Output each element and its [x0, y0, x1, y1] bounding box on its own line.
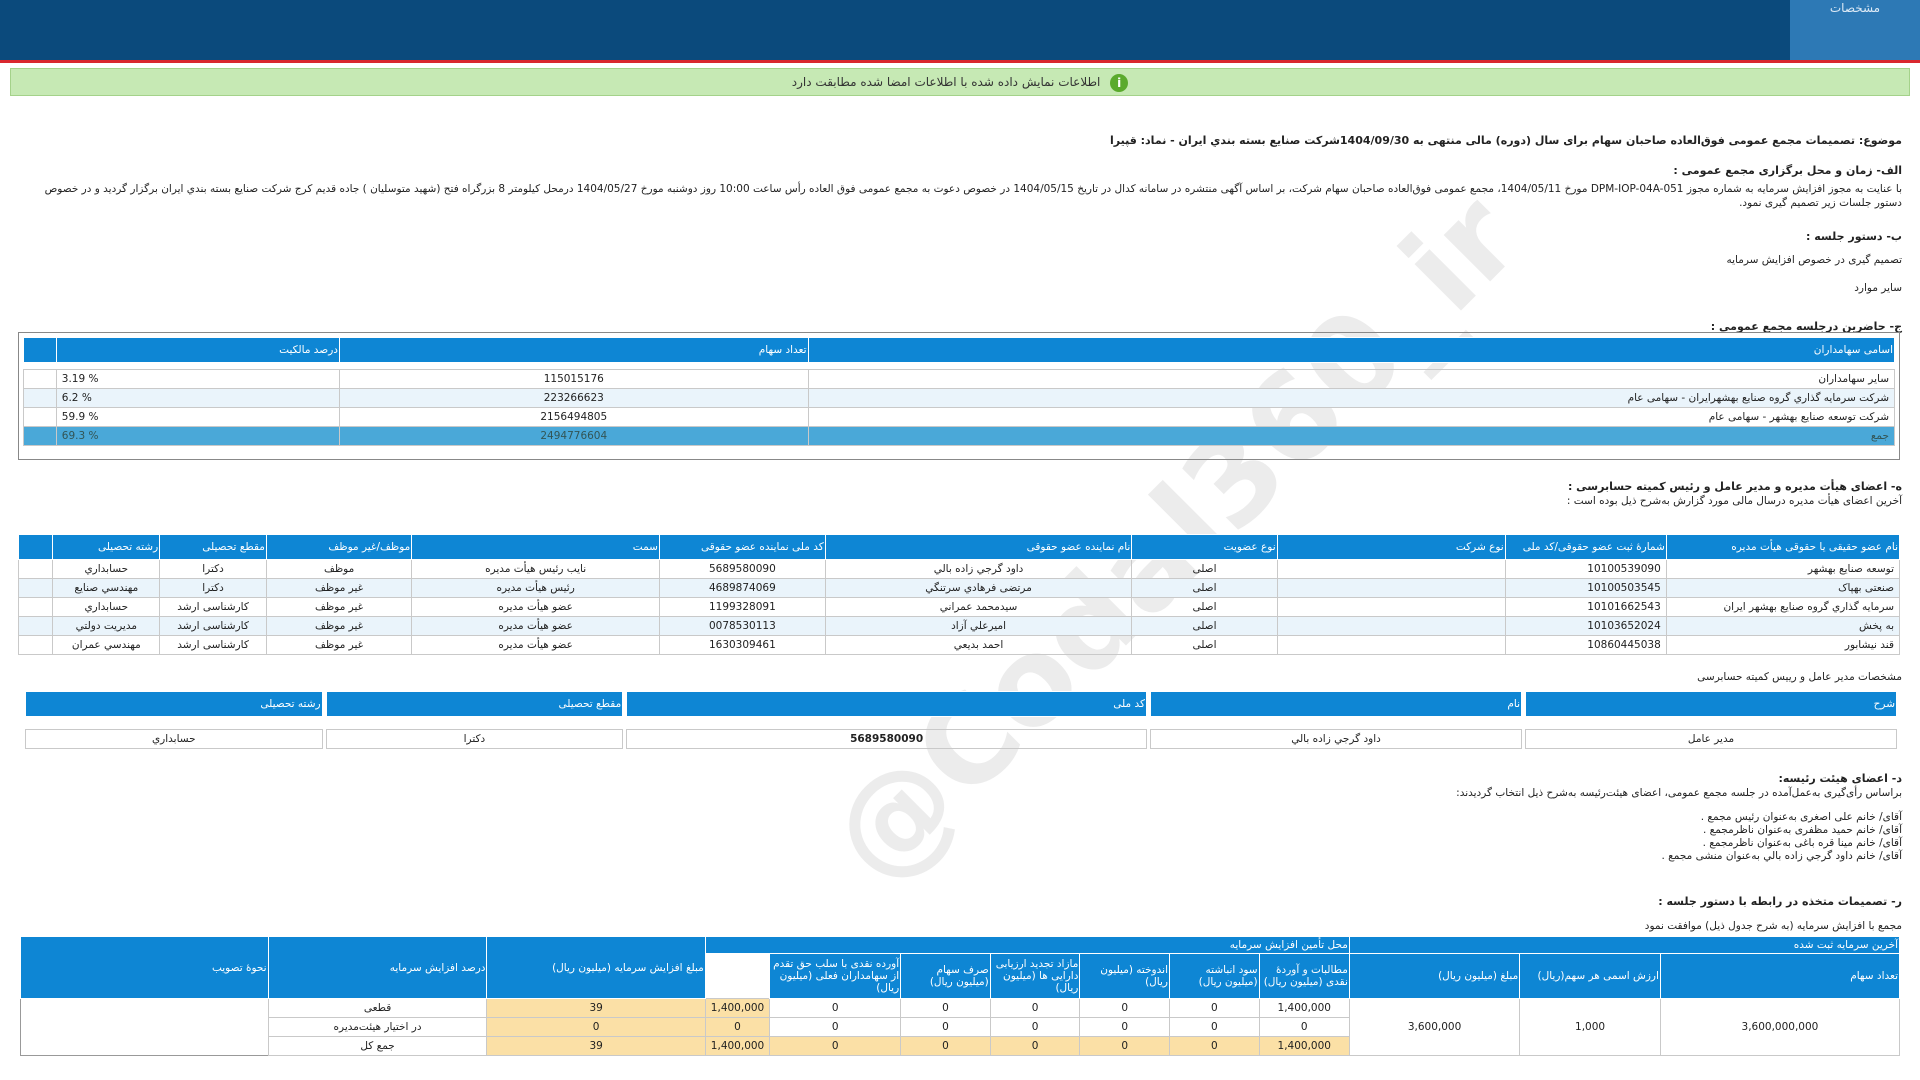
section-a-text: با عنایت به مجوز افزایش سرمایه به شماره … [44, 183, 1902, 209]
section-c-title: ج- حاضرین درجلسه مجمع عمومی : [1710, 320, 1902, 333]
table-row: سایر سهامداران 115015176 % 3.19 [23, 369, 1896, 389]
section-e-sub: براساس رأی‌گیری به‌عمل‌آمده در جلسه مجمع… [1456, 787, 1902, 799]
table-row: قند نيشابور 10860445038 اصلی احمد بديعي 1630… [17, 635, 1901, 655]
section-f-title: ر- تصمیمات متخذه در رابطه با دستور جلسه … [1658, 895, 1902, 908]
verification-text: اطلاعات نمایش داده شده با اطلاعات امضا ش… [791, 75, 1101, 89]
section-a-title: الف- زمان و محل برگزاری مجمع عمومی : [1673, 164, 1902, 177]
shareholders-box: اسامی سهامداران تعداد سهام درصد مالکیت س… [18, 332, 1900, 460]
verification-banner: i اطلاعات نمایش داده شده با اطلاعات امضا… [10, 68, 1910, 96]
table-row: توسعه صنایع بهشهر 10100539090 اصلی داود گرج… [17, 559, 1901, 579]
table-row: سرمایه گذاري گروه صنايع بهشهر ايران 10101… [17, 597, 1901, 617]
total-row: 1,400,000 0 0 0 0 0 1,400,000 39 جمع کل [21, 1036, 1900, 1056]
table-row: شرکت توسعه صنايع بهشهر - سهامی عام 21564… [23, 407, 1896, 427]
presidium-chair: آقای/ خانم علی اصغری به‌عنوان رئیس مجمع … [1700, 811, 1902, 823]
section-e-title: د- اعضای هیئت رئیسه: [1778, 772, 1902, 785]
ceo-table: شرح نام کد ملی مقطع تحصیلی رشته تحصیلی م… [22, 688, 1900, 752]
table-row: مدیر عامل داود گرجي زاده بالي 5689580090… [25, 729, 1897, 749]
header-red-line [0, 60, 1920, 63]
table-row: صنعتی بهپاک 10100503545 اصلی مرتضی فرهادي س… [17, 578, 1901, 598]
col-shareholder-name: اسامی سهامداران [807, 337, 1896, 363]
table-row: به پخش 10103652024 اصلی اميرعلي آزاد 0078530… [17, 616, 1901, 636]
tab-details[interactable]: مشخصات [1790, 0, 1920, 60]
agenda-item-2: سایر موارد [1854, 282, 1902, 294]
ceo-caption: مشخصات مدیر عامل و رییس کمیته حسابرسی [1697, 671, 1902, 683]
capital-table: آخرین سرمایه ثبت شده محل تأمین افزایش سر… [20, 936, 1901, 1056]
col-shares: تعداد سهام [338, 337, 809, 363]
document-subject: موضوع: تصمیمات مجمع عمومی فوق‌العاده صاح… [1110, 134, 1902, 147]
board-table: نام عضو حقیقی یا حقوقی هیأت مدیره شمارهٔ… [17, 534, 1901, 655]
total-row: جمع 2494776604 % 69.3 [23, 426, 1896, 446]
section-d-title: ه- اعضای هیأت مدیره و مدیر عامل و رئیس ک… [1567, 480, 1902, 493]
presidium-observer-1: آقای/ خانم حمید مظفری به‌عنوان ناظرمجمع … [1702, 824, 1902, 836]
shareholders-table: اسامی سهامداران تعداد سهام درصد مالکیت س… [23, 337, 1896, 446]
section-d-sub: آخرین اعضای هیأت مدیره درسال مالی مورد گ… [1566, 495, 1902, 507]
agenda-item-1: تصمیم گیری در خصوص افزایش سرمایه [1726, 254, 1902, 266]
top-header-bar: مشخصات [0, 0, 1920, 63]
presidium-secretary: آقای/ خانم داود گرجي زاده بالي به‌عنوان … [1661, 850, 1903, 862]
presidium-observer-2: آقای/ خانم مینا قره باغی به‌عنوان ناظرمج… [1702, 837, 1902, 849]
info-icon: i [1110, 73, 1129, 92]
col-percent: درصد مالکیت [55, 337, 340, 363]
section-f-sub: مجمع با افزایش سرمایه (به شرح جدول ذیل) … [1644, 920, 1902, 932]
section-b-title: ب- دستور جلسه : [1806, 230, 1902, 243]
table-row: 3,600,000,000 1,000 3,600,000 1,400,000 … [21, 998, 1901, 1056]
table-row: شركت سرمايه گذاري گروه صنايع بهشهرايران … [23, 388, 1896, 408]
